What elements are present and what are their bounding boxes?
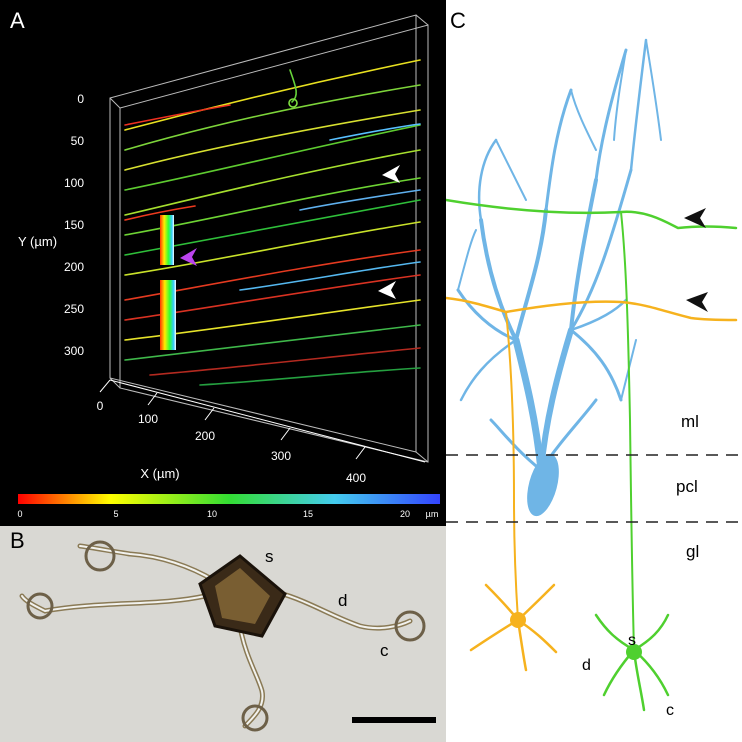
x-axis: 0 100 200 300 400 X (µm) [97, 379, 426, 485]
y-axis: 0 50 100 150 200 250 300 Y (µm) [18, 92, 84, 358]
colorbar [18, 494, 440, 504]
panel-c-schematic: ml pcl gl s d c C [446, 0, 742, 742]
black-arrowhead-upper [684, 208, 706, 228]
orange-parallel-fiber [446, 296, 738, 322]
y-tick: 250 [64, 302, 84, 316]
panel-b-canvas: s d c [0, 526, 446, 742]
volume-box [109, 14, 429, 463]
white-arrowhead-upper [382, 165, 400, 183]
neurite-traces [124, 59, 421, 386]
claw-left [26, 592, 54, 620]
panel-b-micrograph: s d c B [0, 526, 446, 742]
claw-label: c [380, 641, 389, 660]
layer-label-gl: gl [686, 542, 699, 561]
x-tick: 300 [271, 449, 291, 463]
panel-a-confocal-image: 0 50 100 150 200 250 300 Y (µm) 0 100 20… [0, 0, 446, 526]
green-granule-soma [626, 644, 642, 660]
colorbar-ticks: 0 5 10 15 20 µm [17, 509, 438, 519]
y-tick: 150 [64, 218, 84, 232]
x-tick: 100 [138, 412, 158, 426]
orange-ascending-axon [505, 311, 519, 621]
soma-label-c: s [628, 632, 636, 649]
rainbow-streak-upper [160, 215, 174, 265]
y-tick: 200 [64, 260, 84, 274]
claw-right [394, 610, 426, 642]
green-ascending-axon [620, 211, 635, 651]
rainbow-streak-lower [160, 280, 176, 350]
layer-label-ml: ml [681, 412, 699, 431]
y-tick: 100 [64, 176, 84, 190]
dendrite-label: d [338, 591, 347, 610]
scale-bar [352, 717, 436, 723]
orange-granule-soma [510, 612, 526, 628]
magenta-arrowhead [180, 248, 197, 266]
dendrite-label-c: d [582, 657, 591, 674]
x-tick: 0 [97, 399, 104, 413]
layer-label-pcl: pcl [676, 477, 698, 496]
x-tick: 200 [195, 429, 215, 443]
claw-label-c: c [666, 702, 674, 719]
purkinje-soma [527, 453, 559, 517]
panel-c-canvas: ml pcl gl s d c [446, 38, 742, 719]
black-arrowhead-lower [686, 292, 708, 312]
colorbar-tick: 20 [400, 509, 410, 519]
y-tick: 0 [77, 92, 84, 106]
y-axis-label: Y (µm) [18, 234, 57, 249]
x-axis-label: X (µm) [140, 466, 179, 481]
y-tick: 50 [71, 134, 85, 148]
panel-a-canvas: 0 50 100 150 200 250 300 Y (µm) 0 100 20… [17, 14, 440, 519]
y-tick: 300 [64, 344, 84, 358]
panel-c-label: C [450, 8, 466, 33]
soma-label: s [265, 547, 274, 566]
green-parallel-fiber [446, 198, 738, 230]
claw-upper [84, 540, 116, 572]
colorbar-tick: 10 [207, 509, 217, 519]
labeled-cell-body [288, 98, 298, 108]
colorbar-unit: µm [426, 509, 439, 519]
colorbar-tick: 15 [303, 509, 313, 519]
white-arrowhead-lower [378, 281, 396, 299]
box-back-face [109, 14, 417, 453]
x-tick: 400 [346, 471, 366, 485]
panel-a-label: A [10, 8, 25, 33]
panel-b-label: B [10, 528, 25, 553]
colorbar-tick: 5 [113, 509, 118, 519]
colorbar-tick: 0 [17, 509, 22, 519]
claw-lower [241, 704, 269, 732]
